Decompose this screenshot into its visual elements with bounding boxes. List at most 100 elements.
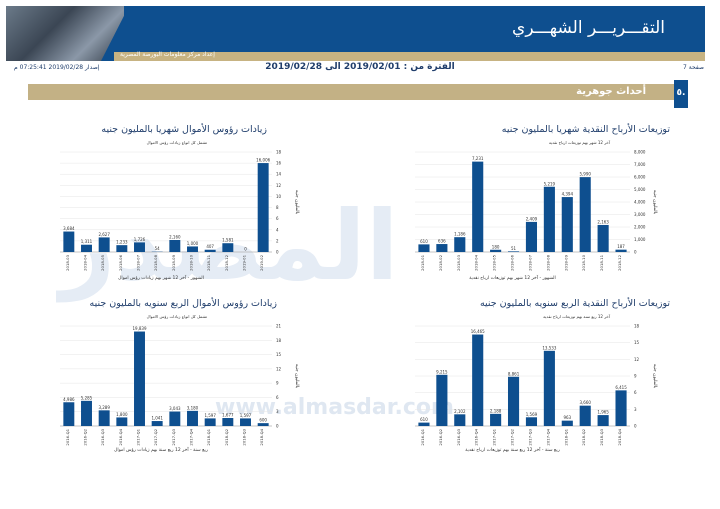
data-label: 19,839 <box>133 326 147 331</box>
x-tick-label: 2018-07 <box>527 254 532 270</box>
x-tick-label: 2018-Q4 <box>259 428 264 445</box>
y-tick-label: 6,000 <box>634 175 646 180</box>
data-label: 407 <box>206 244 214 249</box>
header-title: التقـــريـــر الشهـــري <box>512 18 665 38</box>
bar <box>561 197 573 252</box>
data-label: 9,215 <box>436 369 448 374</box>
x-tick-label: 2018-11 <box>599 254 604 270</box>
x-tick-label: 2018-Q4 <box>617 428 622 445</box>
data-label: 4,394 <box>562 192 574 197</box>
chart-xlabel: ربع سنة - آخر 12 ربع سنة بهم زيادات رؤس … <box>114 448 208 453</box>
data-label: 4,986 <box>63 397 75 402</box>
bar <box>204 418 216 426</box>
section-title: أحداث جوهرية <box>576 86 646 97</box>
data-label: 180 <box>492 244 500 249</box>
bar <box>151 421 163 426</box>
y-axis-label: بالمليون جنيه <box>294 190 299 214</box>
x-tick-label: 2016-Q2 <box>83 428 88 445</box>
bar <box>543 350 555 426</box>
data-label: 7,231 <box>472 156 484 161</box>
chart-xlabel: الشهور - آخر 12 شهر بهم توزيعات ارباح نق… <box>469 276 556 281</box>
bar <box>63 231 75 252</box>
x-tick-label: 2018-05 <box>492 254 497 270</box>
data-label: 600 <box>259 418 267 423</box>
y-tick-label: 0 <box>276 250 279 255</box>
x-tick-label: 2018-05 <box>100 254 105 270</box>
y-tick-label: 14 <box>276 172 282 177</box>
chart-svg: 0 2 4 6 8 10 12 14 16 18 بالمليون جنيه 3,684 2018-03… <box>60 150 299 271</box>
bar <box>116 417 128 426</box>
bar <box>507 376 520 426</box>
chart-subtitle: تشمل كل انواع زيادات رؤس الاموال <box>146 314 207 319</box>
bar <box>543 186 555 252</box>
y-tick-label: 6 <box>276 395 279 400</box>
data-label: 6,415 <box>615 385 627 390</box>
y-tick-label: 1,000 <box>634 237 646 242</box>
data-label: 8,861 <box>508 371 520 376</box>
data-label: 963 <box>563 415 571 420</box>
x-tick-label: 2018-12 <box>617 254 622 270</box>
bar <box>116 245 128 252</box>
data-label: 1,041 <box>151 416 163 421</box>
data-label: 1,581 <box>222 238 234 243</box>
bar <box>597 415 609 426</box>
y-tick-label: 15 <box>634 340 640 345</box>
y-tick-label: 21 <box>276 324 282 329</box>
y-tick-label: 18 <box>634 324 640 329</box>
data-label: 1,233 <box>116 240 128 245</box>
x-tick-label: 2019-01 <box>242 254 247 270</box>
x-tick-label: 2016-Q4 <box>118 428 123 445</box>
data-label: 51 <box>511 246 517 251</box>
x-tick-label: 2017-Q3 <box>527 428 532 445</box>
bar <box>134 331 145 426</box>
bar <box>257 163 269 252</box>
data-label: 2,163 <box>597 219 609 224</box>
bar <box>615 249 627 252</box>
data-label: 1,726 <box>134 237 146 242</box>
chart-subtitle: تشمل كل انواع زيادات رؤس الاموال <box>146 140 207 145</box>
chart-xlabel: ربع سنة - آخر 12 ربع سنة بهم توزيعات ارب… <box>465 448 560 453</box>
x-tick-label: 2018-Q1 <box>563 428 568 445</box>
x-tick-label: 2018-12 <box>224 254 229 270</box>
x-tick-label: 2018-Q2 <box>224 428 229 445</box>
data-label: 1,597 <box>204 413 216 418</box>
chart-xlabel: الشهور - آخر 12 شهر بهم زيادات رؤس اموال <box>118 276 204 281</box>
x-tick-label: 2018-09 <box>171 254 176 270</box>
bar <box>454 237 466 252</box>
header-photo <box>6 6 129 61</box>
data-label: 5,990 <box>579 172 591 177</box>
x-tick-label: 2018-04 <box>83 254 88 270</box>
bar <box>561 420 573 426</box>
x-tick-label: 2017-Q3 <box>171 428 176 445</box>
bar <box>169 240 181 252</box>
x-tick-label: 2016-Q3 <box>100 428 105 445</box>
x-tick-label: 2018-03 <box>456 254 461 270</box>
x-tick-label: 2018-01 <box>420 254 425 270</box>
header-strip-text: إعداد مركز معلومات البورصة المصرية <box>120 51 215 58</box>
data-label: 1,597 <box>240 413 252 418</box>
bar <box>490 413 502 426</box>
y-tick-label: 16 <box>276 161 282 166</box>
y-tick-label: 4,000 <box>634 200 646 205</box>
data-label: 54 <box>155 246 161 251</box>
data-label: 610 <box>420 417 428 422</box>
x-tick-label: 2017-Q4 <box>189 428 194 445</box>
bar <box>525 221 538 252</box>
data-label: 2,102 <box>454 409 466 414</box>
y-tick-label: 6 <box>276 216 279 221</box>
y-tick-label: 2,000 <box>634 225 646 230</box>
x-tick-label: 2017-Q4 <box>545 428 550 445</box>
bar <box>134 242 145 252</box>
bar <box>436 374 448 426</box>
y-tick-label: 8,000 <box>634 150 646 155</box>
bar <box>490 249 502 252</box>
chart-title: توزيعات الأرباح النقدية شهريا بالمليون ج… <box>501 124 670 135</box>
y-tick-label: 7,000 <box>634 162 646 167</box>
y-tick-label: 8 <box>276 205 279 210</box>
bar <box>454 414 466 426</box>
x-tick-label: 2018-08 <box>545 254 550 270</box>
x-tick-label: 2018-11 <box>206 254 211 270</box>
y-tick-label: 9 <box>634 374 637 379</box>
y-axis-label: بالمليون جنيه <box>652 364 657 388</box>
x-tick-label: 2018-09 <box>563 254 568 270</box>
